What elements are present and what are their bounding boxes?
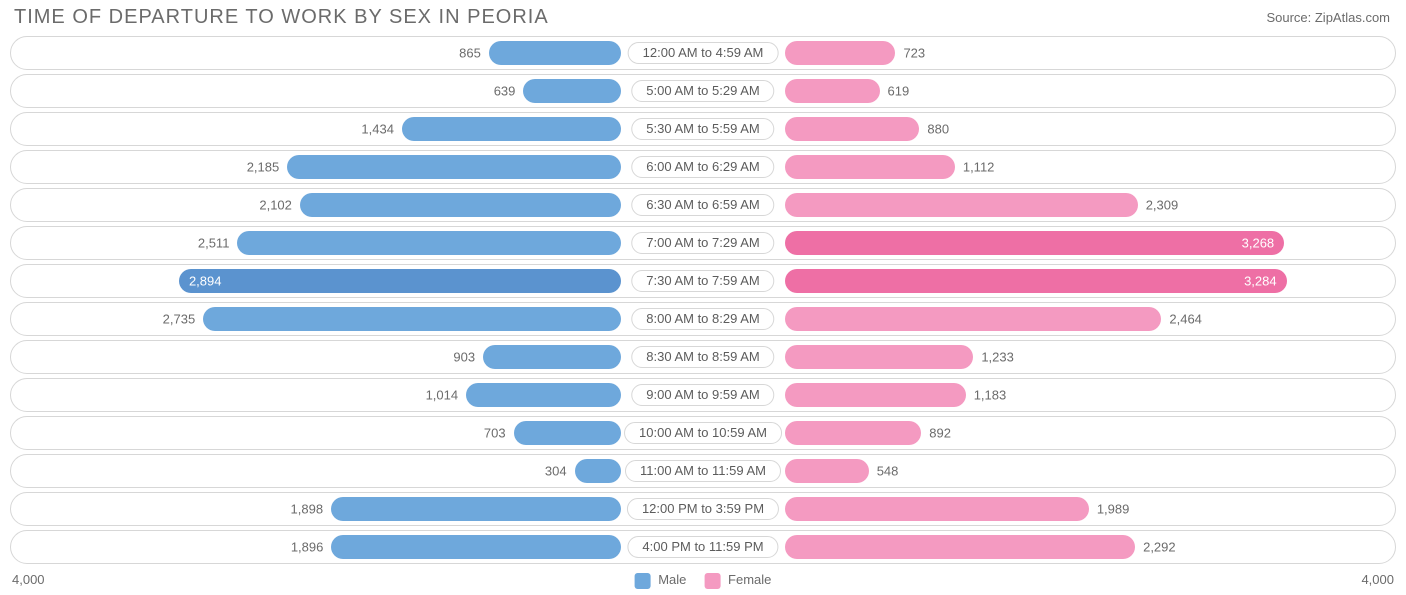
bar-male bbox=[237, 231, 621, 255]
swatch-female bbox=[704, 573, 720, 589]
bar-female bbox=[785, 421, 921, 445]
bar-female bbox=[785, 41, 895, 65]
value-label-male: 865 bbox=[459, 46, 481, 61]
axis-max-left: 4,000 bbox=[12, 572, 45, 587]
category-label: 7:00 AM to 7:29 AM bbox=[631, 232, 774, 254]
value-label-female: 2,309 bbox=[1146, 198, 1179, 213]
value-label-female: 1,183 bbox=[974, 388, 1007, 403]
category-label: 8:30 AM to 8:59 AM bbox=[631, 346, 774, 368]
value-label-male: 639 bbox=[494, 84, 516, 99]
value-label-male: 703 bbox=[484, 426, 506, 441]
category-label: 6:30 AM to 6:59 AM bbox=[631, 194, 774, 216]
value-label-female: 548 bbox=[877, 464, 899, 479]
bar-female bbox=[785, 155, 955, 179]
value-label-male: 1,898 bbox=[291, 502, 324, 517]
bar-male bbox=[466, 383, 621, 407]
chart-row: 1,898 1,989 12:00 PM to 3:59 PM bbox=[10, 492, 1396, 526]
value-label-male: 1,896 bbox=[291, 540, 324, 555]
bar-female bbox=[785, 79, 880, 103]
bar-male bbox=[575, 459, 621, 483]
bar-male bbox=[331, 535, 621, 559]
chart-row: 2,511 3,268 7:00 AM to 7:29 AM bbox=[10, 226, 1396, 260]
bar-female bbox=[785, 307, 1161, 331]
chart-row: 1,014 1,183 9:00 AM to 9:59 AM bbox=[10, 378, 1396, 412]
category-label: 5:30 AM to 5:59 AM bbox=[631, 118, 774, 140]
chart-row: 2,894 3,284 7:30 AM to 7:59 AM bbox=[10, 264, 1396, 298]
chart-row: 703 892 10:00 AM to 10:59 AM bbox=[10, 416, 1396, 450]
category-label: 10:00 AM to 10:59 AM bbox=[624, 422, 782, 444]
bar-female bbox=[785, 117, 919, 141]
value-label-female: 3,284 bbox=[1244, 274, 1277, 289]
chart-title: TIME OF DEPARTURE TO WORK BY SEX IN PEOR… bbox=[14, 6, 549, 29]
category-label: 11:00 AM to 11:59 AM bbox=[625, 460, 781, 482]
value-label-male: 2,894 bbox=[189, 274, 222, 289]
chart-row: 2,102 2,309 6:30 AM to 6:59 AM bbox=[10, 188, 1396, 222]
value-label-male: 903 bbox=[453, 350, 475, 365]
value-label-male: 2,185 bbox=[247, 160, 280, 175]
value-label-male: 2,102 bbox=[259, 198, 292, 213]
bar-male bbox=[483, 345, 621, 369]
axis-max-right: 4,000 bbox=[1361, 572, 1394, 587]
chart-row: 639 619 5:00 AM to 5:29 AM bbox=[10, 74, 1396, 108]
diverging-bar-chart: TIME OF DEPARTURE TO WORK BY SEX IN PEOR… bbox=[0, 0, 1406, 595]
chart-row: 865 723 12:00 AM to 4:59 AM bbox=[10, 36, 1396, 70]
bar-female bbox=[785, 193, 1138, 217]
chart-row: 1,896 2,292 4:00 PM to 11:59 PM bbox=[10, 530, 1396, 564]
bar-female bbox=[785, 383, 966, 407]
swatch-male bbox=[635, 573, 651, 589]
category-label: 12:00 PM to 3:59 PM bbox=[627, 498, 779, 520]
bar-male bbox=[300, 193, 621, 217]
chart-row: 2,735 2,464 8:00 AM to 8:29 AM bbox=[10, 302, 1396, 336]
legend-label-male: Male bbox=[658, 572, 686, 587]
bar-male bbox=[523, 79, 621, 103]
category-label: 8:00 AM to 8:29 AM bbox=[631, 308, 774, 330]
value-label-female: 1,112 bbox=[963, 160, 995, 175]
value-label-male: 304 bbox=[545, 464, 567, 479]
value-label-female: 2,464 bbox=[1169, 312, 1202, 327]
category-label: 12:00 AM to 4:59 AM bbox=[628, 42, 779, 64]
value-label-female: 1,989 bbox=[1097, 502, 1130, 517]
category-label: 4:00 PM to 11:59 PM bbox=[627, 536, 778, 558]
legend: Male Female bbox=[635, 572, 772, 589]
chart-row: 2,185 1,112 6:00 AM to 6:29 AM bbox=[10, 150, 1396, 184]
value-label-male: 2,735 bbox=[163, 312, 196, 327]
chart-row: 304 548 11:00 AM to 11:59 AM bbox=[10, 454, 1396, 488]
chart-row: 1,434 880 5:30 AM to 5:59 AM bbox=[10, 112, 1396, 146]
value-label-female: 1,233 bbox=[981, 350, 1014, 365]
legend-item-female: Female bbox=[704, 572, 771, 589]
value-label-female: 2,292 bbox=[1143, 540, 1176, 555]
value-label-female: 619 bbox=[888, 84, 910, 99]
value-label-female: 880 bbox=[927, 122, 949, 137]
bar-female bbox=[785, 231, 1284, 255]
bar-male bbox=[489, 41, 621, 65]
category-label: 6:00 AM to 6:29 AM bbox=[631, 156, 774, 178]
chart-rows-container: 865 723 12:00 AM to 4:59 AM 639 619 5:00 AM t… bbox=[10, 36, 1396, 568]
source-attribution: Source: ZipAtlas.com bbox=[1266, 10, 1390, 25]
bar-female bbox=[785, 535, 1135, 559]
category-label: 7:30 AM to 7:59 AM bbox=[631, 270, 774, 292]
category-label: 9:00 AM to 9:59 AM bbox=[631, 384, 774, 406]
value-label-male: 1,434 bbox=[361, 122, 394, 137]
value-label-female: 723 bbox=[903, 46, 925, 61]
bar-male bbox=[287, 155, 621, 179]
bar-female bbox=[785, 269, 1287, 293]
value-label-female: 3,268 bbox=[1242, 236, 1275, 251]
bar-female bbox=[785, 459, 869, 483]
legend-item-male: Male bbox=[635, 572, 687, 589]
category-label: 5:00 AM to 5:29 AM bbox=[631, 80, 774, 102]
chart-row: 903 1,233 8:30 AM to 8:59 AM bbox=[10, 340, 1396, 374]
bar-male bbox=[179, 269, 621, 293]
value-label-female: 892 bbox=[929, 426, 951, 441]
legend-label-female: Female bbox=[728, 572, 771, 587]
value-label-male: 1,014 bbox=[426, 388, 459, 403]
value-label-male: 2,511 bbox=[198, 236, 230, 251]
bar-male bbox=[402, 117, 621, 141]
bar-male bbox=[203, 307, 621, 331]
bar-male bbox=[331, 497, 621, 521]
bar-female bbox=[785, 345, 973, 369]
bar-male bbox=[514, 421, 621, 445]
bar-female bbox=[785, 497, 1089, 521]
